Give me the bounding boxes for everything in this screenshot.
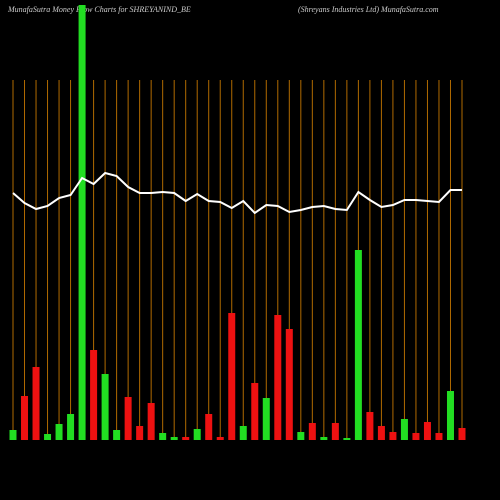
chart-title: MunafaSutra Money Flow Charts for SHREYA… bbox=[7, 5, 191, 14]
bar bbox=[354, 250, 362, 440]
bar bbox=[67, 414, 75, 440]
bar bbox=[136, 426, 144, 440]
bar bbox=[124, 397, 132, 440]
bar bbox=[320, 437, 328, 440]
bar bbox=[205, 414, 213, 440]
bar bbox=[170, 437, 178, 440]
bar bbox=[458, 428, 466, 440]
money-flow-line bbox=[12, 171, 462, 215]
bar bbox=[435, 433, 443, 440]
bar bbox=[32, 367, 40, 440]
bar bbox=[101, 374, 109, 440]
bar bbox=[90, 350, 98, 440]
bar bbox=[159, 433, 167, 440]
bar bbox=[377, 426, 385, 440]
bar bbox=[9, 430, 17, 440]
bar bbox=[21, 396, 29, 440]
bar bbox=[423, 422, 431, 440]
bar bbox=[113, 430, 121, 440]
bar bbox=[147, 403, 155, 440]
bar bbox=[274, 315, 282, 440]
bar bbox=[78, 5, 86, 440]
bar bbox=[389, 432, 397, 440]
bar bbox=[262, 398, 270, 440]
bar bbox=[182, 437, 190, 440]
bar bbox=[331, 423, 339, 440]
bar bbox=[228, 313, 236, 440]
bar bbox=[400, 419, 408, 440]
bar bbox=[239, 426, 247, 440]
bar bbox=[308, 423, 316, 440]
bar bbox=[412, 433, 420, 440]
bar bbox=[193, 429, 201, 440]
bar bbox=[285, 329, 293, 440]
bar bbox=[366, 412, 374, 440]
bar bbox=[251, 383, 259, 440]
bar bbox=[44, 434, 52, 440]
bar bbox=[343, 438, 351, 440]
bar bbox=[297, 432, 305, 440]
chart-subtitle: (Shreyans Industries Ltd) MunafaSutra.co… bbox=[298, 5, 439, 14]
bar bbox=[55, 424, 63, 440]
bar bbox=[446, 391, 454, 440]
bar bbox=[216, 437, 224, 440]
